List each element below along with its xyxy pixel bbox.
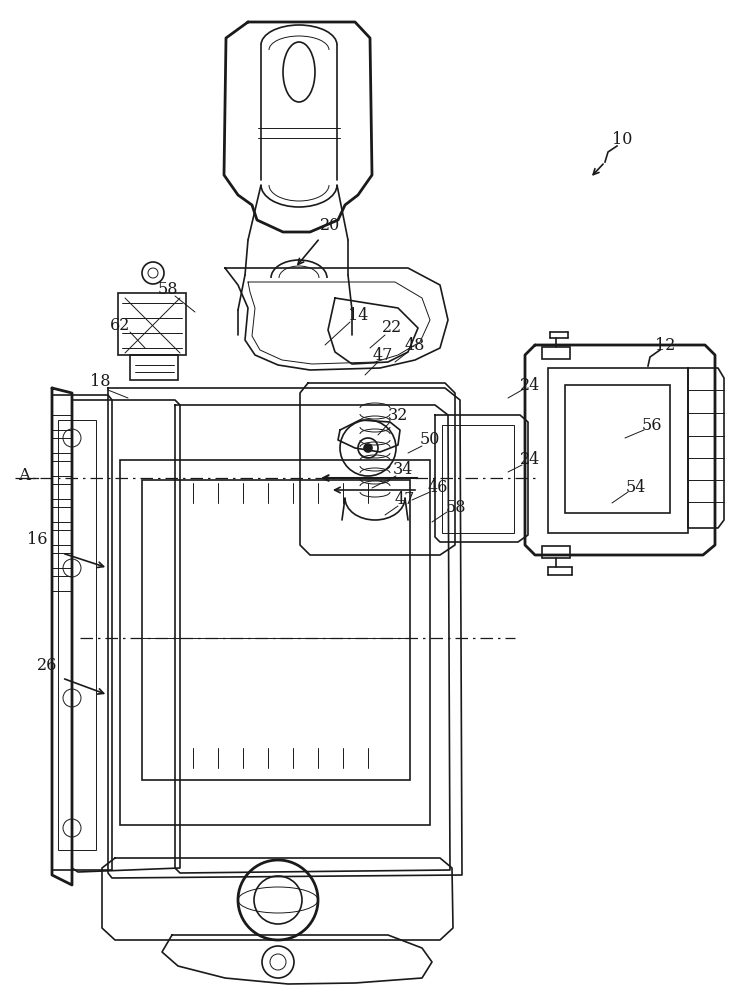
Text: 48: 48 — [405, 336, 425, 354]
Text: 46: 46 — [428, 480, 448, 496]
Bar — [130, 355, 178, 380]
Text: 20: 20 — [320, 217, 340, 233]
Bar — [142, 480, 410, 780]
Circle shape — [364, 444, 372, 452]
Text: 14: 14 — [347, 306, 368, 324]
Text: 58: 58 — [446, 498, 466, 516]
Text: 34: 34 — [393, 462, 413, 479]
Bar — [442, 425, 514, 533]
Bar — [52, 507, 72, 522]
Text: 18: 18 — [90, 373, 110, 390]
Text: 10: 10 — [612, 131, 632, 148]
Text: 58: 58 — [158, 282, 178, 298]
Text: 32: 32 — [388, 406, 408, 424]
Text: 22: 22 — [382, 320, 402, 336]
Text: 24: 24 — [520, 452, 540, 468]
Text: 62: 62 — [110, 316, 130, 334]
Bar — [565, 385, 670, 513]
Bar — [52, 576, 72, 591]
Bar — [542, 347, 570, 359]
Text: 24: 24 — [520, 376, 540, 393]
Text: 47: 47 — [395, 491, 415, 508]
Bar — [52, 461, 72, 476]
Bar — [52, 530, 72, 545]
Bar — [548, 368, 688, 533]
Text: 47: 47 — [373, 347, 393, 363]
Bar — [118, 293, 186, 355]
Bar — [52, 415, 72, 430]
Bar — [52, 484, 72, 499]
Bar — [120, 460, 430, 825]
Text: 50: 50 — [420, 432, 440, 448]
Text: 54: 54 — [626, 479, 646, 495]
Bar — [542, 546, 570, 558]
Text: 16: 16 — [27, 532, 47, 548]
Bar — [52, 438, 72, 453]
Text: 26: 26 — [36, 656, 57, 674]
Bar — [52, 553, 72, 568]
Text: 12: 12 — [655, 336, 675, 354]
Bar — [58, 420, 96, 850]
Text: 56: 56 — [642, 416, 662, 434]
Text: A: A — [18, 466, 30, 484]
